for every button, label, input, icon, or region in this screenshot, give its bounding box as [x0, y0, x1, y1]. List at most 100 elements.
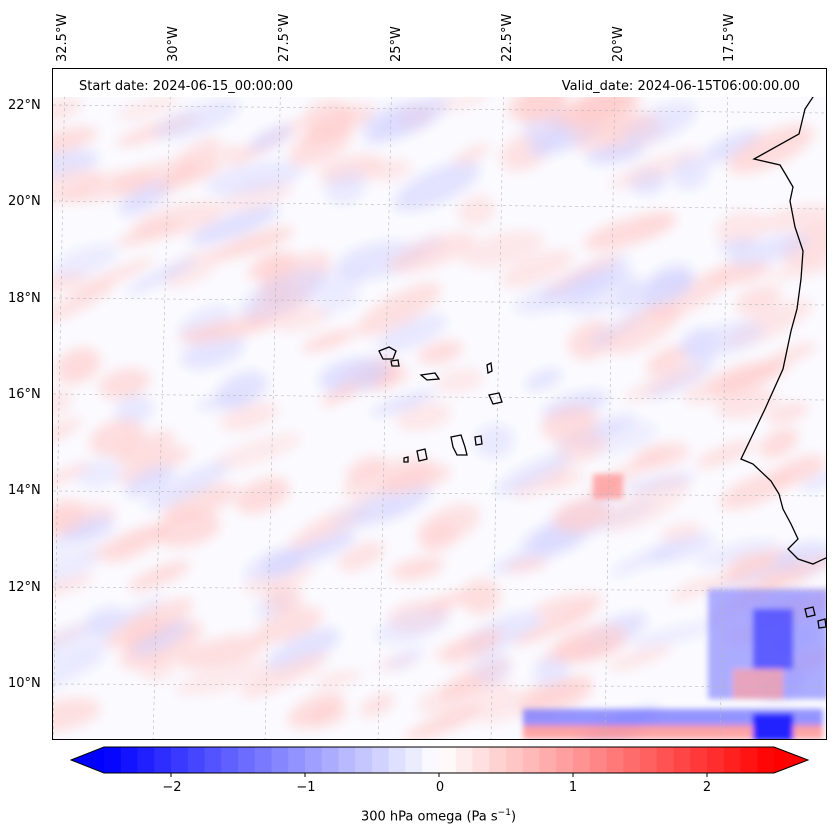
ascent-blob — [525, 368, 562, 391]
subsidence-blob — [175, 659, 272, 696]
red-patch-center — [593, 474, 623, 499]
colorbar-segment — [221, 747, 239, 773]
subsidence-blob — [766, 402, 809, 424]
ascent-blob — [53, 649, 108, 692]
subsidence-blob — [212, 433, 302, 470]
colorbar-segment — [723, 747, 742, 773]
colorbar-segment — [137, 747, 155, 773]
colorbar-tick-neg2: −2 — [162, 780, 182, 795]
red-band-bottom — [523, 725, 823, 739]
subsidence-blob — [759, 204, 826, 232]
colorbar-segment — [120, 747, 139, 773]
red-streak-coast — [733, 669, 783, 699]
colorbar-segment — [522, 747, 541, 773]
subsidence-blob — [417, 679, 514, 716]
subsidence-blob — [608, 149, 702, 189]
ascent-blob — [702, 129, 763, 163]
lon-label-17-5w: 17.5°W — [722, 13, 737, 62]
subsidence-blob — [772, 455, 826, 486]
map-panel[interactable]: Start date: 2024-06-15_00:00:00 Valid_da… — [52, 68, 827, 740]
subsidence-blob — [117, 445, 191, 484]
subsidence-blob — [505, 557, 548, 573]
colorbar-segment — [757, 747, 775, 773]
colorbar-segment — [539, 747, 557, 773]
lon-label-20w: 20°W — [611, 26, 626, 62]
lat-label-12n: 12°N — [8, 580, 41, 595]
ascent-blob — [609, 541, 681, 577]
subsidence-blob — [605, 304, 681, 355]
meridian-32-5w — [53, 69, 66, 739]
ascent-blob — [493, 452, 573, 496]
subsidence-blob — [313, 671, 363, 687]
subsidence-blob — [53, 98, 83, 122]
colorbar-tick-1: 1 — [568, 780, 578, 795]
lat-label-22n: 22°N — [8, 98, 41, 113]
subsidence-blob — [513, 606, 597, 646]
subsidence-blob — [321, 383, 361, 406]
subsidence-blob — [359, 693, 395, 717]
ascent-blob — [615, 270, 695, 313]
subsidence-blob — [426, 590, 471, 613]
subsidence-blob — [264, 582, 303, 614]
subsidence-blob — [256, 606, 323, 643]
subsidence-blob — [287, 691, 345, 729]
blue-patch-s — [523, 709, 823, 727]
colorbar-segment — [673, 747, 691, 773]
subsidence-blob — [53, 167, 103, 206]
colorbar-label-close: ) — [510, 809, 517, 825]
cape-verde-boa-vista — [488, 392, 503, 405]
subsidence-blob — [176, 634, 269, 670]
blue-streak-coast — [753, 609, 793, 669]
omega-field-map — [53, 69, 826, 739]
ascent-blob — [53, 244, 118, 278]
ascent-blob — [324, 169, 367, 205]
subsidence-blob — [115, 96, 180, 121]
ascent-blob — [238, 267, 326, 320]
subsidence-blob — [418, 340, 463, 365]
colorbar — [70, 746, 810, 777]
subsidence-blob — [441, 629, 502, 665]
colorbar-tick-marks — [170, 773, 708, 777]
ascent-blob — [622, 102, 697, 145]
subsidence-blob — [541, 405, 598, 442]
colorbar-outline — [70, 746, 810, 774]
subsidence-blob — [379, 464, 451, 494]
ascent-blob — [381, 489, 428, 518]
subsidence-blob — [624, 362, 703, 402]
colorbar-segment — [573, 747, 591, 773]
ascent-blob — [331, 495, 402, 531]
subsidence-blob — [162, 248, 223, 288]
meridian-20w — [604, 69, 616, 739]
ascent-blob — [242, 548, 306, 581]
subsidence-blob — [391, 556, 445, 581]
ascent-blob — [248, 124, 293, 152]
colorbar-segment — [338, 747, 356, 773]
subsidence-blob — [555, 641, 621, 664]
subsidence-blob — [696, 440, 755, 468]
colorbar-segment — [606, 747, 624, 773]
colorbar-extend-min — [71, 747, 104, 773]
subsidence-blob — [781, 221, 826, 266]
subsidence-blob — [518, 678, 593, 716]
ascent-blob — [115, 596, 163, 626]
subsidence-blob — [532, 592, 604, 620]
bijagos-islands — [804, 606, 826, 629]
subsidence-blob — [116, 219, 180, 248]
colorbar-label-main: 300 hPa omega (Pa s — [360, 809, 498, 825]
subsidence-blob — [435, 367, 485, 394]
ascent-blob — [728, 233, 810, 266]
colorbar-segment — [422, 747, 440, 773]
subsidence-blob — [154, 143, 240, 196]
colorbar-segment — [405, 747, 423, 773]
lat-label-14n: 14°N — [8, 483, 41, 498]
subsidence-blob — [568, 112, 659, 139]
subsidence-blob — [767, 259, 826, 280]
subsidence-blob — [128, 560, 191, 592]
subsidence-blob — [55, 347, 101, 384]
ascent-blob — [376, 314, 448, 353]
subsidence-blob — [735, 284, 782, 316]
colorbar-segments — [71, 747, 808, 773]
info-band — [53, 69, 826, 97]
ascent-blob — [318, 357, 390, 394]
colorbar-segment — [355, 747, 373, 773]
